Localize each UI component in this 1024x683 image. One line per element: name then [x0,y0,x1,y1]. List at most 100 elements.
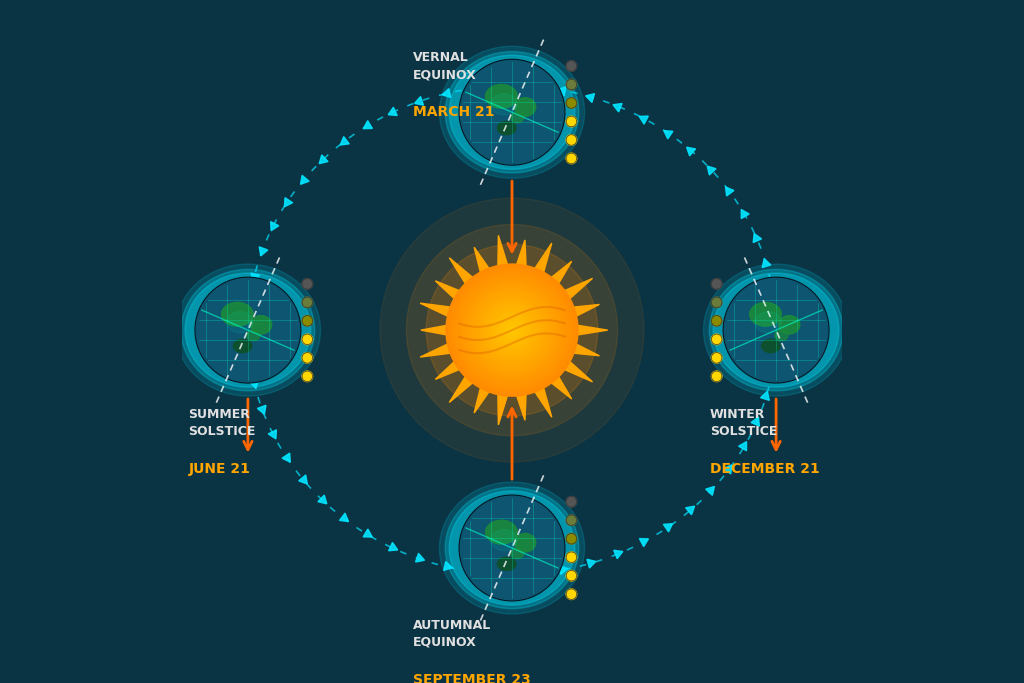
Polygon shape [420,343,454,357]
Polygon shape [549,262,571,286]
Circle shape [712,316,722,326]
Ellipse shape [490,94,517,115]
Circle shape [302,297,312,307]
Ellipse shape [226,311,253,333]
Circle shape [302,279,312,289]
Circle shape [459,495,565,601]
Circle shape [446,264,578,396]
Ellipse shape [750,303,781,326]
Circle shape [566,570,577,581]
Circle shape [488,307,536,353]
Circle shape [566,589,577,600]
Ellipse shape [714,273,839,387]
Ellipse shape [450,55,574,169]
Circle shape [476,294,548,366]
Ellipse shape [485,85,517,109]
Polygon shape [435,359,462,379]
Polygon shape [498,391,508,425]
Polygon shape [534,243,552,275]
Text: SEPTEMBER 23: SEPTEMBER 23 [413,673,530,683]
Circle shape [712,352,722,363]
Ellipse shape [778,316,800,334]
Ellipse shape [439,46,585,178]
Polygon shape [549,374,571,399]
Circle shape [459,277,565,383]
Polygon shape [450,257,475,286]
Circle shape [566,98,577,109]
Ellipse shape [515,98,536,116]
Ellipse shape [181,269,314,391]
Text: WINTER
SOLSTICE: WINTER SOLSTICE [710,408,777,438]
Circle shape [302,371,312,382]
Polygon shape [534,385,552,417]
Circle shape [456,274,568,386]
Ellipse shape [439,482,585,614]
Circle shape [460,497,564,600]
Text: JUNE 21: JUNE 21 [188,462,250,476]
Circle shape [502,320,522,340]
Ellipse shape [755,311,781,333]
Ellipse shape [511,112,524,123]
Ellipse shape [511,548,524,559]
Circle shape [723,277,828,383]
Circle shape [459,59,565,165]
Circle shape [485,304,539,357]
Text: AUTUMNAL
EQUINOX: AUTUMNAL EQUINOX [413,619,492,649]
Ellipse shape [703,264,849,396]
Ellipse shape [762,339,780,352]
Circle shape [566,552,577,563]
Circle shape [196,277,301,383]
Ellipse shape [445,487,579,609]
Ellipse shape [233,339,252,352]
Ellipse shape [185,273,310,387]
Ellipse shape [485,520,517,544]
Circle shape [712,279,722,289]
Circle shape [302,334,312,345]
Text: MARCH 21: MARCH 21 [413,105,495,120]
Ellipse shape [498,557,516,570]
Circle shape [460,61,564,164]
Polygon shape [562,279,593,301]
Polygon shape [474,247,490,275]
Circle shape [566,79,577,89]
Circle shape [450,267,574,393]
Polygon shape [570,343,599,356]
Ellipse shape [175,264,321,396]
Circle shape [509,326,515,333]
Circle shape [496,313,528,346]
Ellipse shape [221,303,253,326]
Polygon shape [420,303,454,318]
Circle shape [302,316,312,326]
Ellipse shape [445,51,579,173]
Circle shape [197,279,300,382]
Circle shape [493,310,531,350]
Ellipse shape [710,269,843,391]
Polygon shape [474,385,490,413]
Circle shape [566,135,577,145]
Circle shape [407,225,617,436]
Polygon shape [574,325,607,335]
Circle shape [712,297,722,307]
Circle shape [380,198,644,462]
Circle shape [466,284,558,376]
Circle shape [724,279,827,382]
Ellipse shape [775,330,788,341]
Circle shape [453,270,571,389]
Circle shape [712,371,722,382]
Circle shape [479,297,545,363]
Ellipse shape [490,529,517,550]
Ellipse shape [498,122,516,135]
Ellipse shape [247,330,260,341]
Circle shape [566,61,577,71]
Circle shape [506,324,518,337]
Polygon shape [435,281,462,301]
Text: VERNAL
EQUINOX: VERNAL EQUINOX [413,51,477,81]
Ellipse shape [515,533,536,552]
Circle shape [469,287,555,373]
Circle shape [566,153,577,164]
Circle shape [566,533,577,544]
Circle shape [566,515,577,525]
Circle shape [302,352,312,363]
Polygon shape [450,374,475,402]
Polygon shape [516,240,526,269]
